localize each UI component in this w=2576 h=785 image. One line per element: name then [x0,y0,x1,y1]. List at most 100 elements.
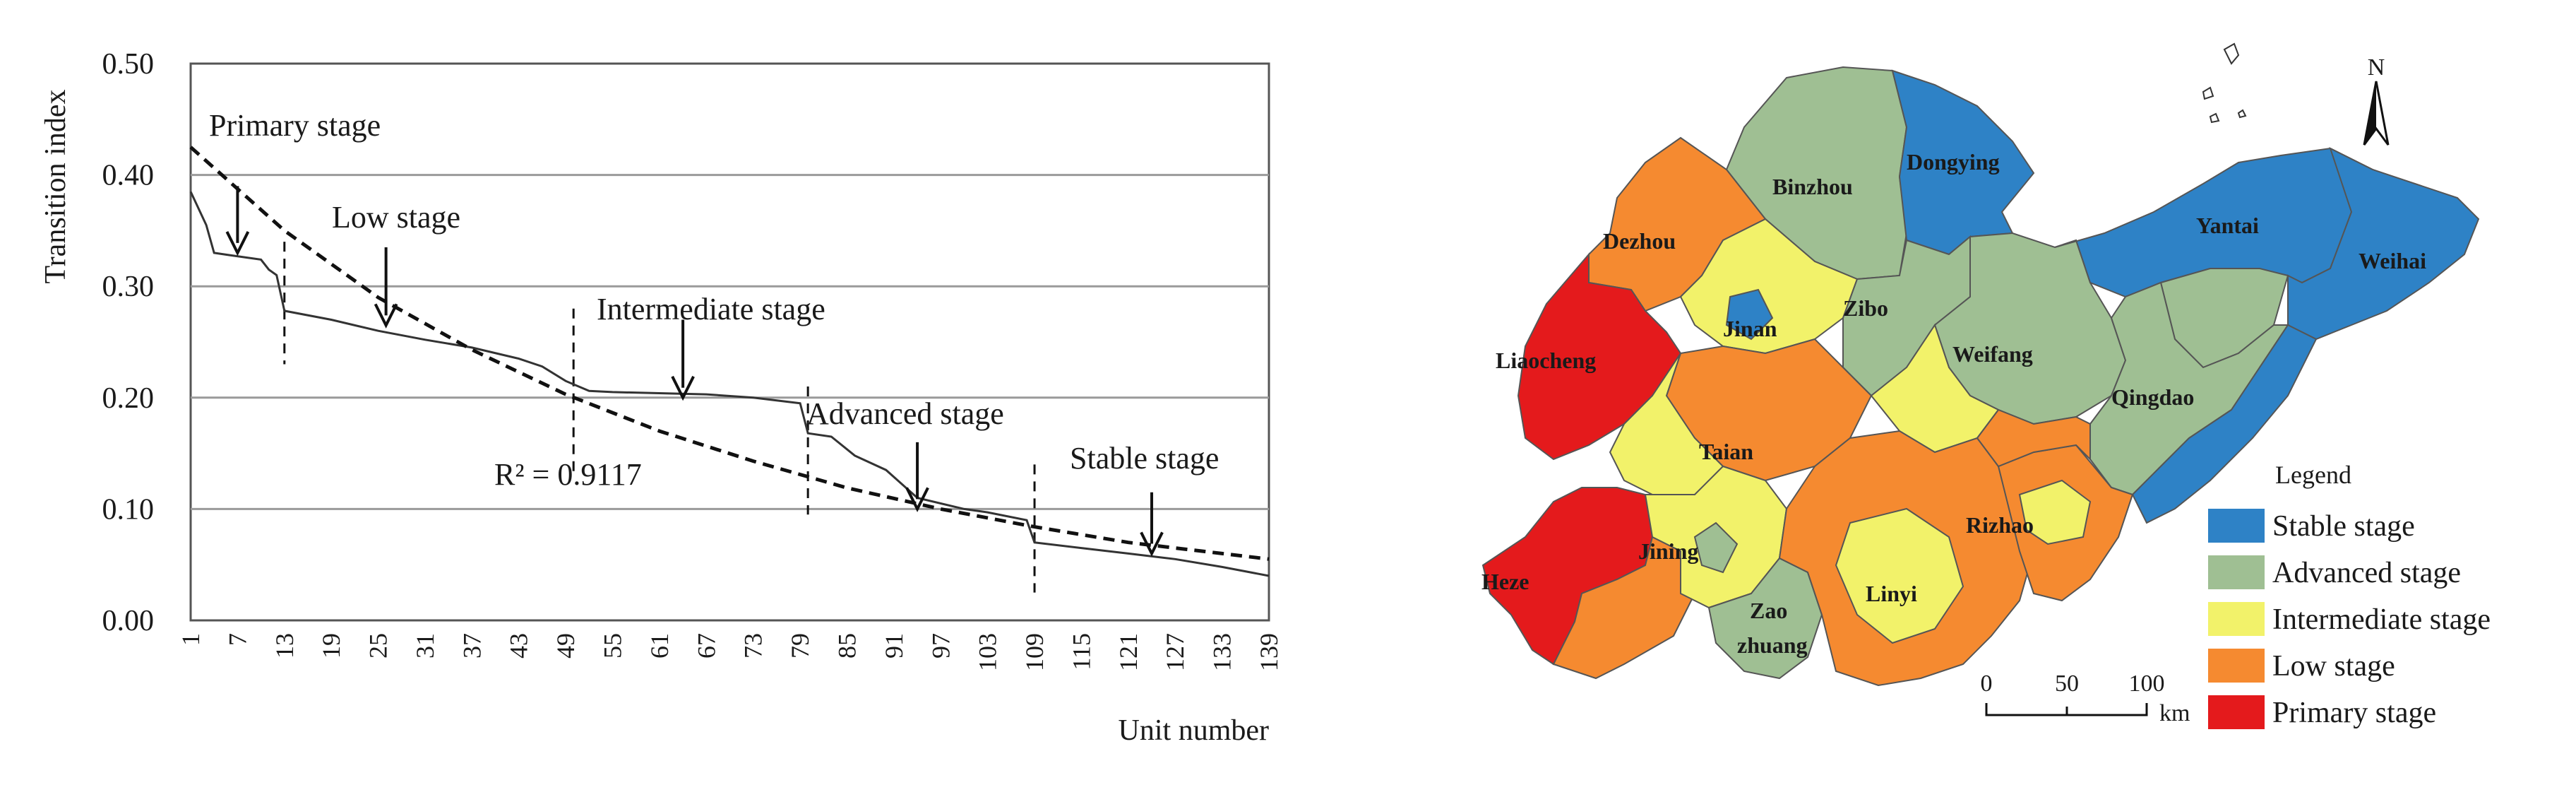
label-zibo: Zibo [1843,295,1888,321]
region-heze-east [1552,536,1696,680]
annotation-label: Advanced stage [806,396,1004,431]
x-tick-label: 67 [692,633,720,659]
x-tick-label: 133 [1208,633,1236,671]
region-labels: Dongying Binzhou Dezhou Yantai Weihai Zi… [1481,149,2426,658]
y-tick-label: 0.30 [102,271,155,303]
plot-frame [189,62,1270,622]
island [2202,86,2214,100]
region-taian-east [1976,408,2091,468]
label-qingdao: Qingdao [2111,384,2194,410]
x-tick-label: 31 [411,633,439,659]
x-tick-label: 37 [458,633,486,659]
annotation-arrowhead [671,375,695,401]
y-tick-label: 0.00 [102,605,155,637]
gridlines [191,174,1269,510]
x-tick-label: 127 [1161,633,1189,671]
legend: Legend Stable stage Advanced stage Interme… [2208,461,2491,729]
legend-label: Low stage [2272,650,2395,683]
x-tick-label: 1 [177,633,205,646]
label-rizhao: Rizhao [1966,512,2034,538]
label-jinan: Jinan [1723,316,1777,341]
r-squared-label: R² = 0.9117 [494,457,642,492]
x-tick-label: 19 [317,633,345,659]
x-tick-label: 121 [1114,633,1143,671]
annotation-label: Stable stage [1070,441,1219,476]
legend-swatch [2208,649,2265,683]
scale-tick-50: 50 [2055,671,2079,697]
label-dezhou: Dezhou [1603,228,1676,254]
y-tick-label: 0.50 [102,48,155,81]
label-weifang: Weifang [1952,341,2033,367]
x-tick-label: 79 [786,633,814,659]
label-weihai: Weihai [2359,248,2426,273]
legend-title: Legend [2275,461,2351,489]
x-tick-label: 61 [645,633,674,659]
legend-label: Advanced stage [2272,557,2461,589]
legend-swatch [2208,695,2265,729]
y-tick-label: 0.40 [102,160,155,192]
x-tick-label: 13 [270,633,299,659]
island [2223,42,2240,65]
scale-tick-100: 100 [2129,671,2165,697]
legend-swatch [2208,602,2265,636]
y-axis-title: Transition index [40,90,72,284]
legend-swatch [2208,509,2265,543]
scale-bar-line [1985,703,2148,716]
label-jining: Jining [1638,538,1698,564]
legend-label: Intermediate stage [2272,603,2491,636]
region-jining-lake [1693,521,1739,574]
annotation-arrowhead [225,231,250,256]
x-tick-label: 55 [599,633,627,659]
x-tick-label: 85 [833,633,861,659]
annotation-arrowhead [1140,531,1164,557]
scale-tick-0: 0 [1981,671,1993,697]
north-label: N [2368,54,2385,81]
annotation-label: Primary stage [209,108,381,143]
annotation-label: Low stage [332,200,460,235]
region-zaozhuang [1707,557,1823,680]
scale-bar: 0 50 100 km [1981,671,2190,726]
legend-label: Stable stage [2272,510,2415,543]
line-chart: 0.00 0.10 0.20 0.30 0.40 0.50 1 7 13 19 25 31 37 43 4… [40,48,1283,747]
annotation-arrowhead [905,487,929,512]
region-weihai [2287,147,2480,341]
label-liaocheng: Liaocheng [1496,348,1596,373]
label-taian: Taian [1699,439,1753,464]
scale-unit: km [2159,700,2190,726]
annotations: Primary stage Low stage Intermediate stage… [209,108,1219,557]
x-tick-label: 139 [1255,633,1283,671]
y-tick-label: 0.10 [102,493,155,526]
x-tick-label: 103 [974,633,1002,671]
x-tick-label: 25 [364,633,393,659]
legend-swatch [2208,555,2265,589]
annotation-label: Intermediate stage [597,292,825,326]
x-tick-label: 91 [880,633,908,659]
island [2237,109,2247,119]
stage-dividers [283,242,1036,593]
x-tick-label: 97 [926,633,955,659]
x-tick-label: 7 [223,633,251,646]
x-tick-label: 73 [739,633,768,659]
region-linyi-center [1835,507,1964,644]
label-zao: Zao [1750,598,1787,623]
region-rizhao-inner [2018,479,2092,545]
x-tick-label: 43 [505,633,533,659]
region-qingdao-coast [2131,324,2318,524]
series-layer [189,146,1270,577]
label-yantai: Yantai [2196,213,2259,238]
x-tick-labels: 1 7 13 19 25 31 37 43 49 55 61 67 73 79 85 91 97 103 109 11… [177,633,1283,671]
island [2209,112,2220,124]
index-line [189,191,1270,577]
shandong-map: Dongying Binzhou Dezhou Yantai Weihai Zi… [1481,42,2491,729]
annotation-arrowhead [374,303,398,329]
label-zhuang: zhuang [1737,632,1808,658]
y-tick-labels: 0.00 0.10 0.20 0.30 0.40 0.50 [102,48,155,637]
legend-label: Primary stage [2272,697,2436,729]
label-dongying: Dongying [1907,149,2000,175]
label-heze: Heze [1481,569,1530,594]
x-tick-label: 115 [1067,633,1095,671]
x-axis-title: Unit number [1119,714,1269,747]
region-jinan-core [1725,288,1774,341]
label-binzhou: Binzhou [1772,174,1853,199]
